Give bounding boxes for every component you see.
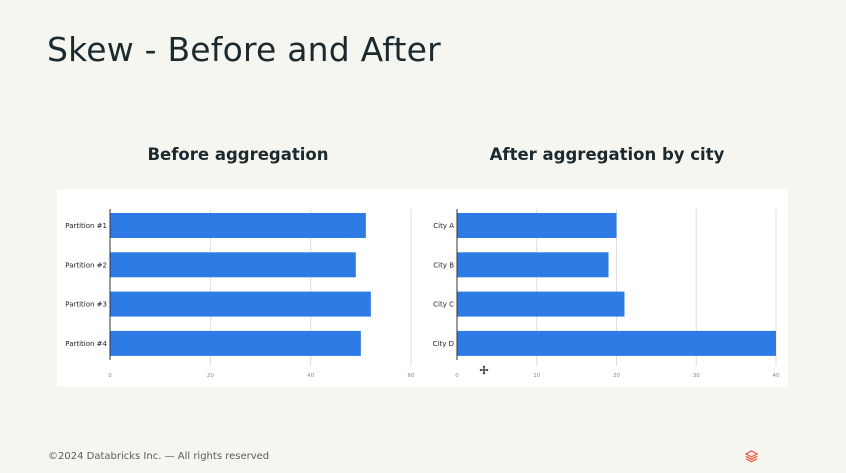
footer-copyright: ©2024 Databricks Inc. — All rights reser… [48,451,270,462]
after-category-label: City B [433,261,454,269]
before-tick-label: 20 [207,373,214,379]
charts-panel: Partition #1 Partition #2 Partition #3 Part… [57,189,788,387]
charts-svg: Partition #1 Partition #2 Partition #3 Part… [65,209,780,379]
before-category-label: Partition #4 [65,340,107,348]
before-tick-label: 60 [408,373,415,379]
after-tick-label: 40 [773,373,780,379]
before-category-label: Partition #1 [65,222,107,230]
before-category-label: Partition #2 [65,261,107,269]
chart-title-before: Before aggregation [147,145,329,164]
chart-title-after: After aggregation by city [489,145,725,164]
after-category-label: City C [433,301,454,309]
after-bar [457,252,609,278]
slide-title: Skew - Before and After [47,30,441,69]
before-tick-label: 0 [108,373,112,379]
before-tick-label: 40 [307,373,314,379]
before-bar [110,252,356,278]
after-tick-label: 0 [455,373,459,379]
move-cursor-icon [478,364,490,376]
after-bar [457,330,776,356]
after-tick-label: 30 [693,373,700,379]
after-category-label: City A [433,222,454,230]
databricks-logo-icon [745,450,758,463]
after-category-label: City D [433,340,454,348]
after-tick-label: 20 [613,373,620,379]
before-bar [110,291,371,317]
after-bar [457,213,617,238]
before-bar [110,213,366,238]
before-category-label: Partition #3 [65,301,107,309]
before-bar [110,330,361,356]
after-bar [457,291,625,317]
after-tick-label: 10 [533,373,540,379]
